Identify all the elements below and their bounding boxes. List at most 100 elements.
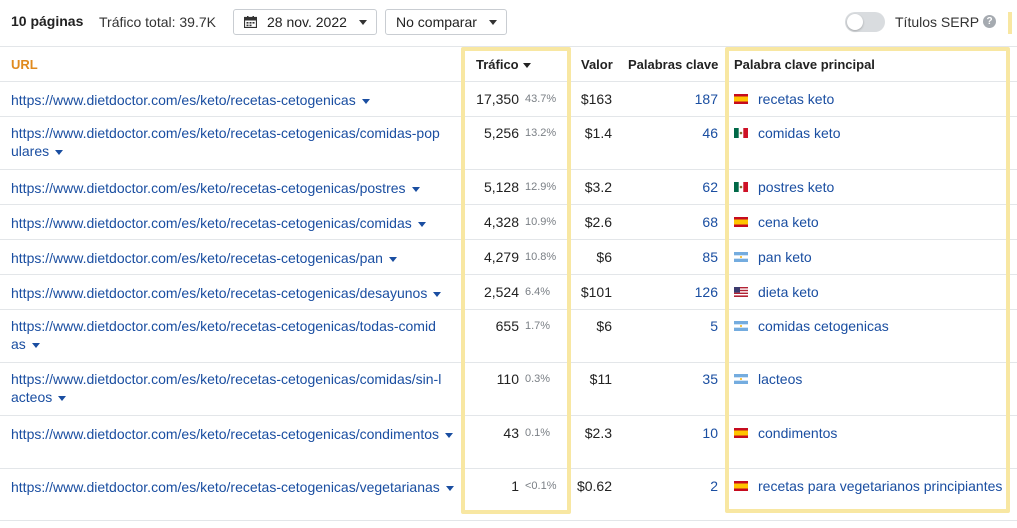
- row-divider: [0, 309, 1017, 310]
- compare-dropdown[interactable]: No comparar: [385, 9, 507, 35]
- url-text: https://www.dietdoctor.com/es/keto/recet…: [11, 92, 356, 108]
- row-divider: [0, 116, 1017, 117]
- table-row: https://www.dietdoctor.com/es/keto/recet…: [0, 204, 1017, 239]
- main-keyword-link[interactable]: postres keto: [758, 179, 835, 195]
- chevron-down-icon[interactable]: [445, 485, 454, 491]
- chevron-down-icon[interactable]: [31, 342, 40, 348]
- flag-ar-icon: [734, 252, 748, 262]
- keywords-count-link[interactable]: 46: [702, 125, 718, 141]
- url-text-continued: as: [11, 336, 26, 352]
- main-keyword-link[interactable]: dieta keto: [758, 284, 819, 300]
- traffic-value: 110: [496, 371, 519, 387]
- chevron-down-icon: [359, 20, 367, 25]
- chevron-down-icon[interactable]: [433, 291, 442, 297]
- chevron-down-icon[interactable]: [55, 149, 64, 155]
- url-link[interactable]: https://www.dietdoctor.com/es/keto/recet…: [11, 284, 461, 302]
- value-amount: $2.3: [584, 425, 612, 441]
- keywords-count-link[interactable]: 126: [694, 284, 718, 300]
- url-text: https://www.dietdoctor.com/es/keto/recet…: [11, 479, 440, 495]
- url-link[interactable]: https://www.dietdoctor.com/es/keto/recet…: [11, 425, 461, 443]
- main-keyword-link[interactable]: recetas para vegetarianos principiantes: [758, 478, 1003, 494]
- main-keyword-link[interactable]: condimentos: [758, 425, 838, 441]
- value-amount: $2.6: [584, 214, 612, 230]
- traffic-column-highlight: [461, 47, 571, 514]
- url-link[interactable]: https://www.dietdoctor.com/es/keto/recet…: [11, 478, 461, 496]
- value-amount: $11: [589, 371, 612, 387]
- row-divider: [0, 239, 1017, 240]
- traffic-value: 5,256: [483, 125, 519, 141]
- chevron-down-icon: [489, 20, 497, 25]
- chevron-down-icon[interactable]: [417, 221, 426, 227]
- chevron-down-icon[interactable]: [361, 98, 370, 104]
- row-divider: [0, 520, 1017, 521]
- keywords-count-link[interactable]: 187: [694, 91, 718, 107]
- url-text-continued: ulares: [11, 143, 50, 159]
- keywords-count-link[interactable]: 5: [710, 318, 718, 334]
- url-link[interactable]: https://www.dietdoctor.com/es/keto/recet…: [11, 91, 461, 109]
- edge-highlight: [1008, 12, 1014, 34]
- url-link[interactable]: https://www.dietdoctor.com/es/keto/recet…: [11, 249, 461, 267]
- chevron-down-icon[interactable]: [388, 256, 397, 262]
- main-keyword-link[interactable]: lacteos: [758, 371, 803, 387]
- column-header-value[interactable]: Valor: [581, 57, 613, 72]
- url-link[interactable]: https://www.dietdoctor.com/es/keto/recet…: [11, 370, 461, 406]
- table-row: https://www.dietdoctor.com/es/keto/recet…: [0, 169, 1017, 204]
- keywords-count-link[interactable]: 10: [702, 425, 718, 441]
- main-keyword-link[interactable]: recetas keto: [758, 91, 835, 107]
- table-row: https://www.dietdoctor.com/es/keto/recet…: [0, 239, 1017, 274]
- keywords-count-link[interactable]: 85: [702, 249, 718, 265]
- date-picker-button[interactable]: 28 nov. 2022: [233, 9, 377, 35]
- url-link[interactable]: https://www.dietdoctor.com/es/keto/recet…: [11, 179, 461, 197]
- traffic-percent: 43.7%: [525, 93, 557, 105]
- keywords-count-link[interactable]: 68: [702, 214, 718, 230]
- traffic-total: Tráfico total: 39.7K: [99, 14, 216, 30]
- main-keyword-link[interactable]: comidas cetogenicas: [758, 318, 889, 334]
- toolbar: 10 páginas Tráfico total: 39.7K 28 nov. …: [0, 0, 1017, 46]
- main-keyword-link[interactable]: pan keto: [758, 249, 812, 265]
- url-text-continued: acteos: [11, 389, 53, 405]
- url-text: https://www.dietdoctor.com/es/keto/recet…: [11, 318, 436, 334]
- traffic-value: 17,350: [476, 91, 519, 107]
- url-link[interactable]: https://www.dietdoctor.com/es/keto/recet…: [11, 214, 461, 232]
- chevron-down-icon[interactable]: [445, 432, 453, 438]
- table-row: https://www.dietdoctor.com/es/keto/recet…: [0, 415, 1017, 468]
- flag-mx-icon: [734, 182, 748, 192]
- serp-titles-toggle[interactable]: [845, 12, 885, 32]
- traffic-value: 4,279: [483, 249, 519, 265]
- help-icon[interactable]: ?: [983, 15, 996, 28]
- value-amount: $1.4: [584, 125, 612, 141]
- column-header-url[interactable]: URL: [11, 57, 38, 72]
- sort-desc-icon: [522, 63, 531, 69]
- row-divider: [0, 274, 1017, 275]
- main-keyword-link[interactable]: cena keto: [758, 214, 819, 230]
- main-keyword-link[interactable]: comidas keto: [758, 125, 841, 141]
- table-row: https://www.dietdoctor.com/es/keto/recet…: [0, 81, 1017, 116]
- flag-us-icon: [734, 287, 748, 297]
- flag-es-icon: [734, 94, 748, 104]
- column-header-keywords[interactable]: Palabras clave: [628, 57, 719, 72]
- chevron-down-icon[interactable]: [58, 395, 67, 401]
- chevron-down-icon[interactable]: [411, 186, 420, 192]
- traffic-percent: 0.3%: [525, 373, 551, 385]
- keywords-count-link[interactable]: 35: [702, 371, 718, 387]
- keywords-count-link[interactable]: 2: [710, 478, 718, 494]
- flag-es-icon: [734, 481, 748, 491]
- url-link[interactable]: https://www.dietdoctor.com/es/keto/recet…: [11, 124, 461, 160]
- traffic-percent: 1.7%: [525, 320, 551, 332]
- row-divider: [0, 204, 1017, 205]
- column-header-main-keyword[interactable]: Palabra clave principal: [734, 57, 875, 72]
- url-link[interactable]: https://www.dietdoctor.com/es/keto/recet…: [11, 317, 461, 353]
- traffic-value: 43: [503, 425, 519, 441]
- flag-es-icon: [734, 428, 748, 438]
- keywords-count-link[interactable]: 62: [702, 179, 718, 195]
- row-divider: [0, 81, 1017, 82]
- traffic-percent: 0.1%: [525, 427, 551, 439]
- table-row: https://www.dietdoctor.com/es/keto/recet…: [0, 468, 1017, 520]
- traffic-percent: 13.2%: [525, 127, 557, 139]
- divider: [0, 46, 1017, 47]
- column-header-traffic[interactable]: Tráfico: [476, 57, 531, 72]
- value-amount: $163: [580, 91, 612, 107]
- flag-mx-icon: [734, 128, 748, 138]
- url-text: https://www.dietdoctor.com/es/keto/recet…: [11, 285, 428, 301]
- row-divider: [0, 468, 1017, 469]
